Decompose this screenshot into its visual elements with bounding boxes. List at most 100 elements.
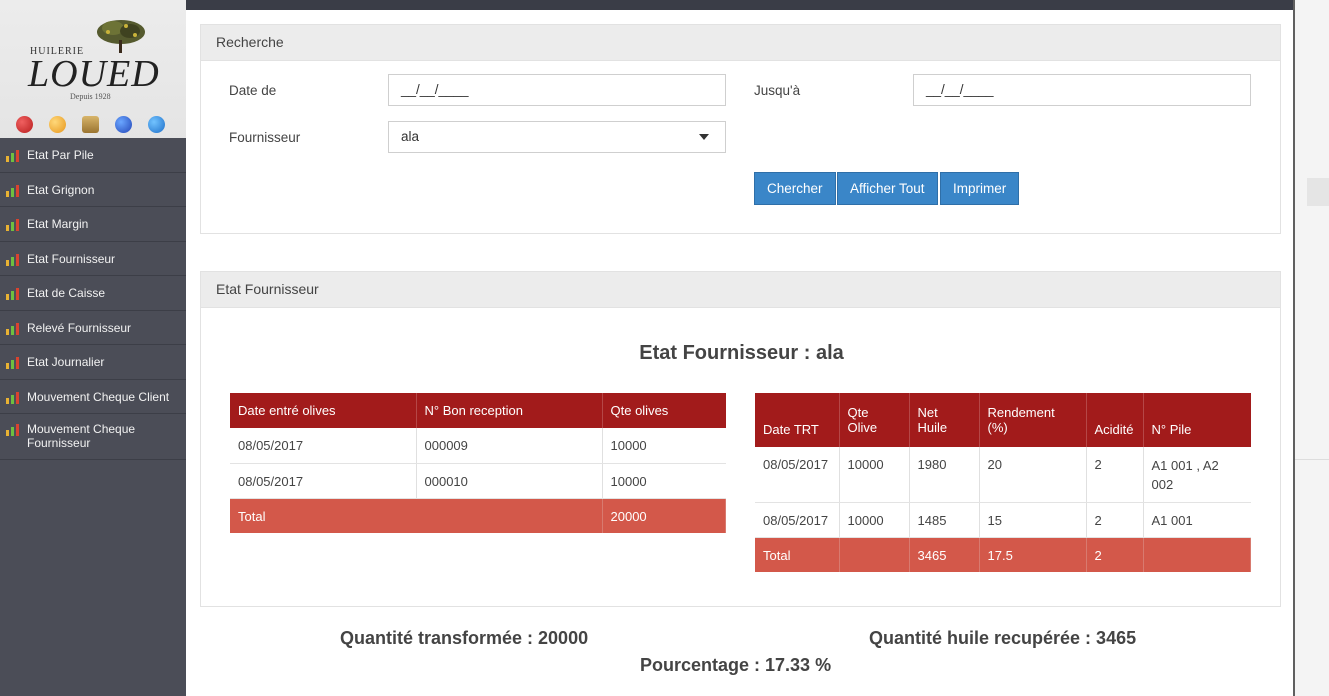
column-header: Qte Olive [839, 393, 910, 447]
sidebar-item-mouvement-cheque-fournisseur[interactable]: Mouvement Cheque Fournisseur [0, 414, 186, 460]
table-row: 08/05/2017 10000 1485 15 2 A1 001 [755, 502, 1251, 538]
chart-icon [6, 184, 19, 197]
chart-icon [6, 150, 19, 162]
sidebar: HUILERIE LOUED Depuis 1928 Etat Par Pile… [0, 0, 186, 696]
brand-small-text: HUILERIE [30, 46, 85, 57]
total-qte: 20000 [602, 498, 726, 533]
supplier-report-panel-title: Etat Fournisseur [201, 272, 1280, 308]
total-row: Total 20000 [230, 498, 726, 533]
sidebar-item-mouvement-cheque-client[interactable]: Mouvement Cheque Client [0, 380, 186, 414]
table-cell: 10000 [602, 428, 726, 464]
background-scroll-handle [1307, 178, 1329, 206]
date-from-input[interactable]: __/__/____ [388, 74, 726, 106]
table-cell: 2 [1086, 502, 1144, 538]
show-all-button[interactable]: Afficher Tout [837, 172, 938, 205]
search-panel: Recherche Date de __/__/____ Jusqu'à __/… [200, 24, 1281, 234]
column-header: Date TRT [755, 393, 840, 447]
column-header: N° Bon reception [416, 393, 603, 428]
date-to-input[interactable]: __/__/____ [913, 74, 1251, 106]
table-cell: 1980 [909, 447, 980, 503]
sidebar-menu: Etat Par Pile Etat Grignon Etat Margin E… [0, 138, 186, 460]
brand-name: LOUED [28, 53, 160, 95]
table-cell: 10000 [839, 447, 910, 503]
sidebar-item-etat-margin[interactable]: Etat Margin [0, 207, 186, 242]
supplier-report-panel: Etat Fournisseur Etat Fournisseur : ala … [200, 271, 1281, 607]
sidebar-item-label: Etat Journalier [27, 355, 105, 369]
sidebar-item-label: Etat Grignon [27, 182, 95, 197]
chart-icon [6, 322, 19, 335]
column-header: Qte olives [602, 393, 726, 428]
search-panel-title: Recherche [201, 25, 1280, 61]
total-label: Total [230, 498, 603, 533]
table-row: 08/05/2017 10000 1980 20 2 A1 001 , A2 0… [755, 447, 1251, 503]
sidebar-item-label: Relevé Fournisseur [27, 320, 132, 335]
chart-icon [6, 391, 19, 404]
sidebar-item-label: Mouvement Cheque Client [27, 389, 170, 404]
total-row: Total 3465 17.5 2 [755, 537, 1251, 572]
total-cell: 17.5 [979, 537, 1087, 572]
chart-icon [6, 219, 19, 231]
brand-logo[interactable]: HUILERIE LOUED Depuis 1928 [28, 18, 159, 102]
star-icon[interactable] [148, 116, 165, 133]
table-cell: A1 001 , A2 002 [1143, 447, 1251, 503]
reception-table: Date entré olives N° Bon reception Qte o… [230, 393, 726, 533]
total-cell: Total [755, 537, 840, 572]
background-window [1293, 0, 1329, 696]
table-cell: 08/05/2017 [755, 502, 840, 538]
column-header: Date entré olives [230, 393, 417, 428]
column-header: Net Huile [909, 393, 980, 447]
total-cell: 3465 [909, 537, 980, 572]
date-to-label: Jusqu'à [754, 83, 801, 98]
sidebar-item-label: Etat Fournisseur [27, 251, 116, 266]
olive-tree-icon [97, 20, 145, 53]
sidebar-item-etat-grignon[interactable]: Etat Grignon [0, 173, 186, 207]
supplier-label: Fournisseur [229, 130, 301, 145]
total-cell: 2 [1086, 537, 1144, 572]
column-header: Rendement (%) [979, 393, 1087, 447]
top-bar [186, 0, 1293, 10]
sidebar-item-etat-journalier[interactable]: Etat Journalier [0, 345, 186, 380]
percentage: Pourcentage : 17.33 % [640, 655, 832, 675]
sidebar-item-etat-de-caisse[interactable]: Etat de Caisse [0, 276, 186, 311]
print-button[interactable]: Imprimer [940, 172, 1020, 205]
supplier-selected-value: ala [401, 129, 420, 144]
table-cell: 10000 [839, 502, 910, 538]
brand-since: Depuis 1928 [70, 92, 111, 101]
supplier-select[interactable]: ala [388, 121, 726, 153]
chevron-down-icon [699, 134, 709, 140]
sidebar-item-etat-fournisseur[interactable]: Etat Fournisseur [0, 242, 186, 276]
table-cell: 10000 [602, 463, 726, 499]
table-cell: 08/05/2017 [755, 447, 840, 503]
table-cell: 000010 [416, 463, 603, 499]
column-header: Acidité [1086, 393, 1144, 447]
oil-recovered: Quantité huile recupérée : 3465 [869, 628, 1137, 648]
chart-icon [6, 253, 19, 266]
table-row: 08/05/2017 000009 10000 [230, 428, 726, 464]
table-cell: 1485 [909, 502, 980, 538]
treatment-table: Date TRT Qte Olive Net Huile Rendement (… [755, 393, 1251, 572]
sidebar-item-label: Mouvement Cheque Fournisseur [27, 422, 136, 450]
chart-icon [6, 288, 19, 300]
sidebar-item-etat-par-pile[interactable]: Etat Par Pile [0, 138, 186, 173]
molecule-icon[interactable] [16, 116, 33, 133]
chart-icon [6, 357, 19, 369]
table-cell: 08/05/2017 [230, 463, 417, 499]
table-cell: 15 [979, 502, 1087, 538]
report-heading: Etat Fournisseur : ala [639, 342, 844, 364]
table-cell: A1 001 [1143, 502, 1251, 538]
chart-icon [6, 424, 19, 436]
search-button[interactable]: Chercher [754, 172, 836, 205]
orange-icon[interactable] [49, 116, 66, 133]
date-from-label: Date de [229, 83, 277, 98]
total-cell [1143, 537, 1251, 572]
quantity-transformed: Quantité transformée : 20000 [340, 628, 589, 648]
table-cell: 20 [979, 447, 1087, 503]
sidebar-item-label: Etat Margin [27, 217, 89, 231]
badge-icon[interactable] [115, 116, 132, 133]
crate-icon[interactable] [82, 116, 99, 133]
app-icon-bar [16, 116, 165, 133]
table-cell: 2 [1086, 447, 1144, 503]
table-cell: 08/05/2017 [230, 428, 417, 464]
sidebar-item-label: Etat Par Pile [27, 148, 94, 162]
sidebar-item-releve-fournisseur[interactable]: Relevé Fournisseur [0, 311, 186, 345]
